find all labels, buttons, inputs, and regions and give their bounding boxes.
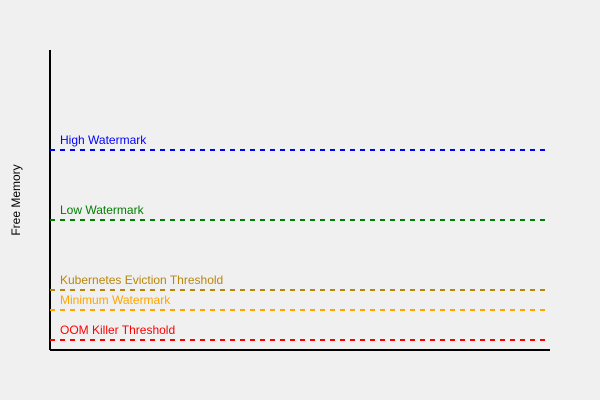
y-axis-label: Free Memory [9, 164, 23, 235]
kubernetes-eviction-threshold-label: Kubernetes Eviction Threshold [60, 273, 223, 287]
minimum-watermark-label: Minimum Watermark [60, 293, 171, 307]
high-watermark-label: High Watermark [60, 133, 147, 147]
oom-killer-threshold-label: OOM Killer Threshold [60, 323, 175, 337]
low-watermark-label: Low Watermark [60, 203, 145, 217]
